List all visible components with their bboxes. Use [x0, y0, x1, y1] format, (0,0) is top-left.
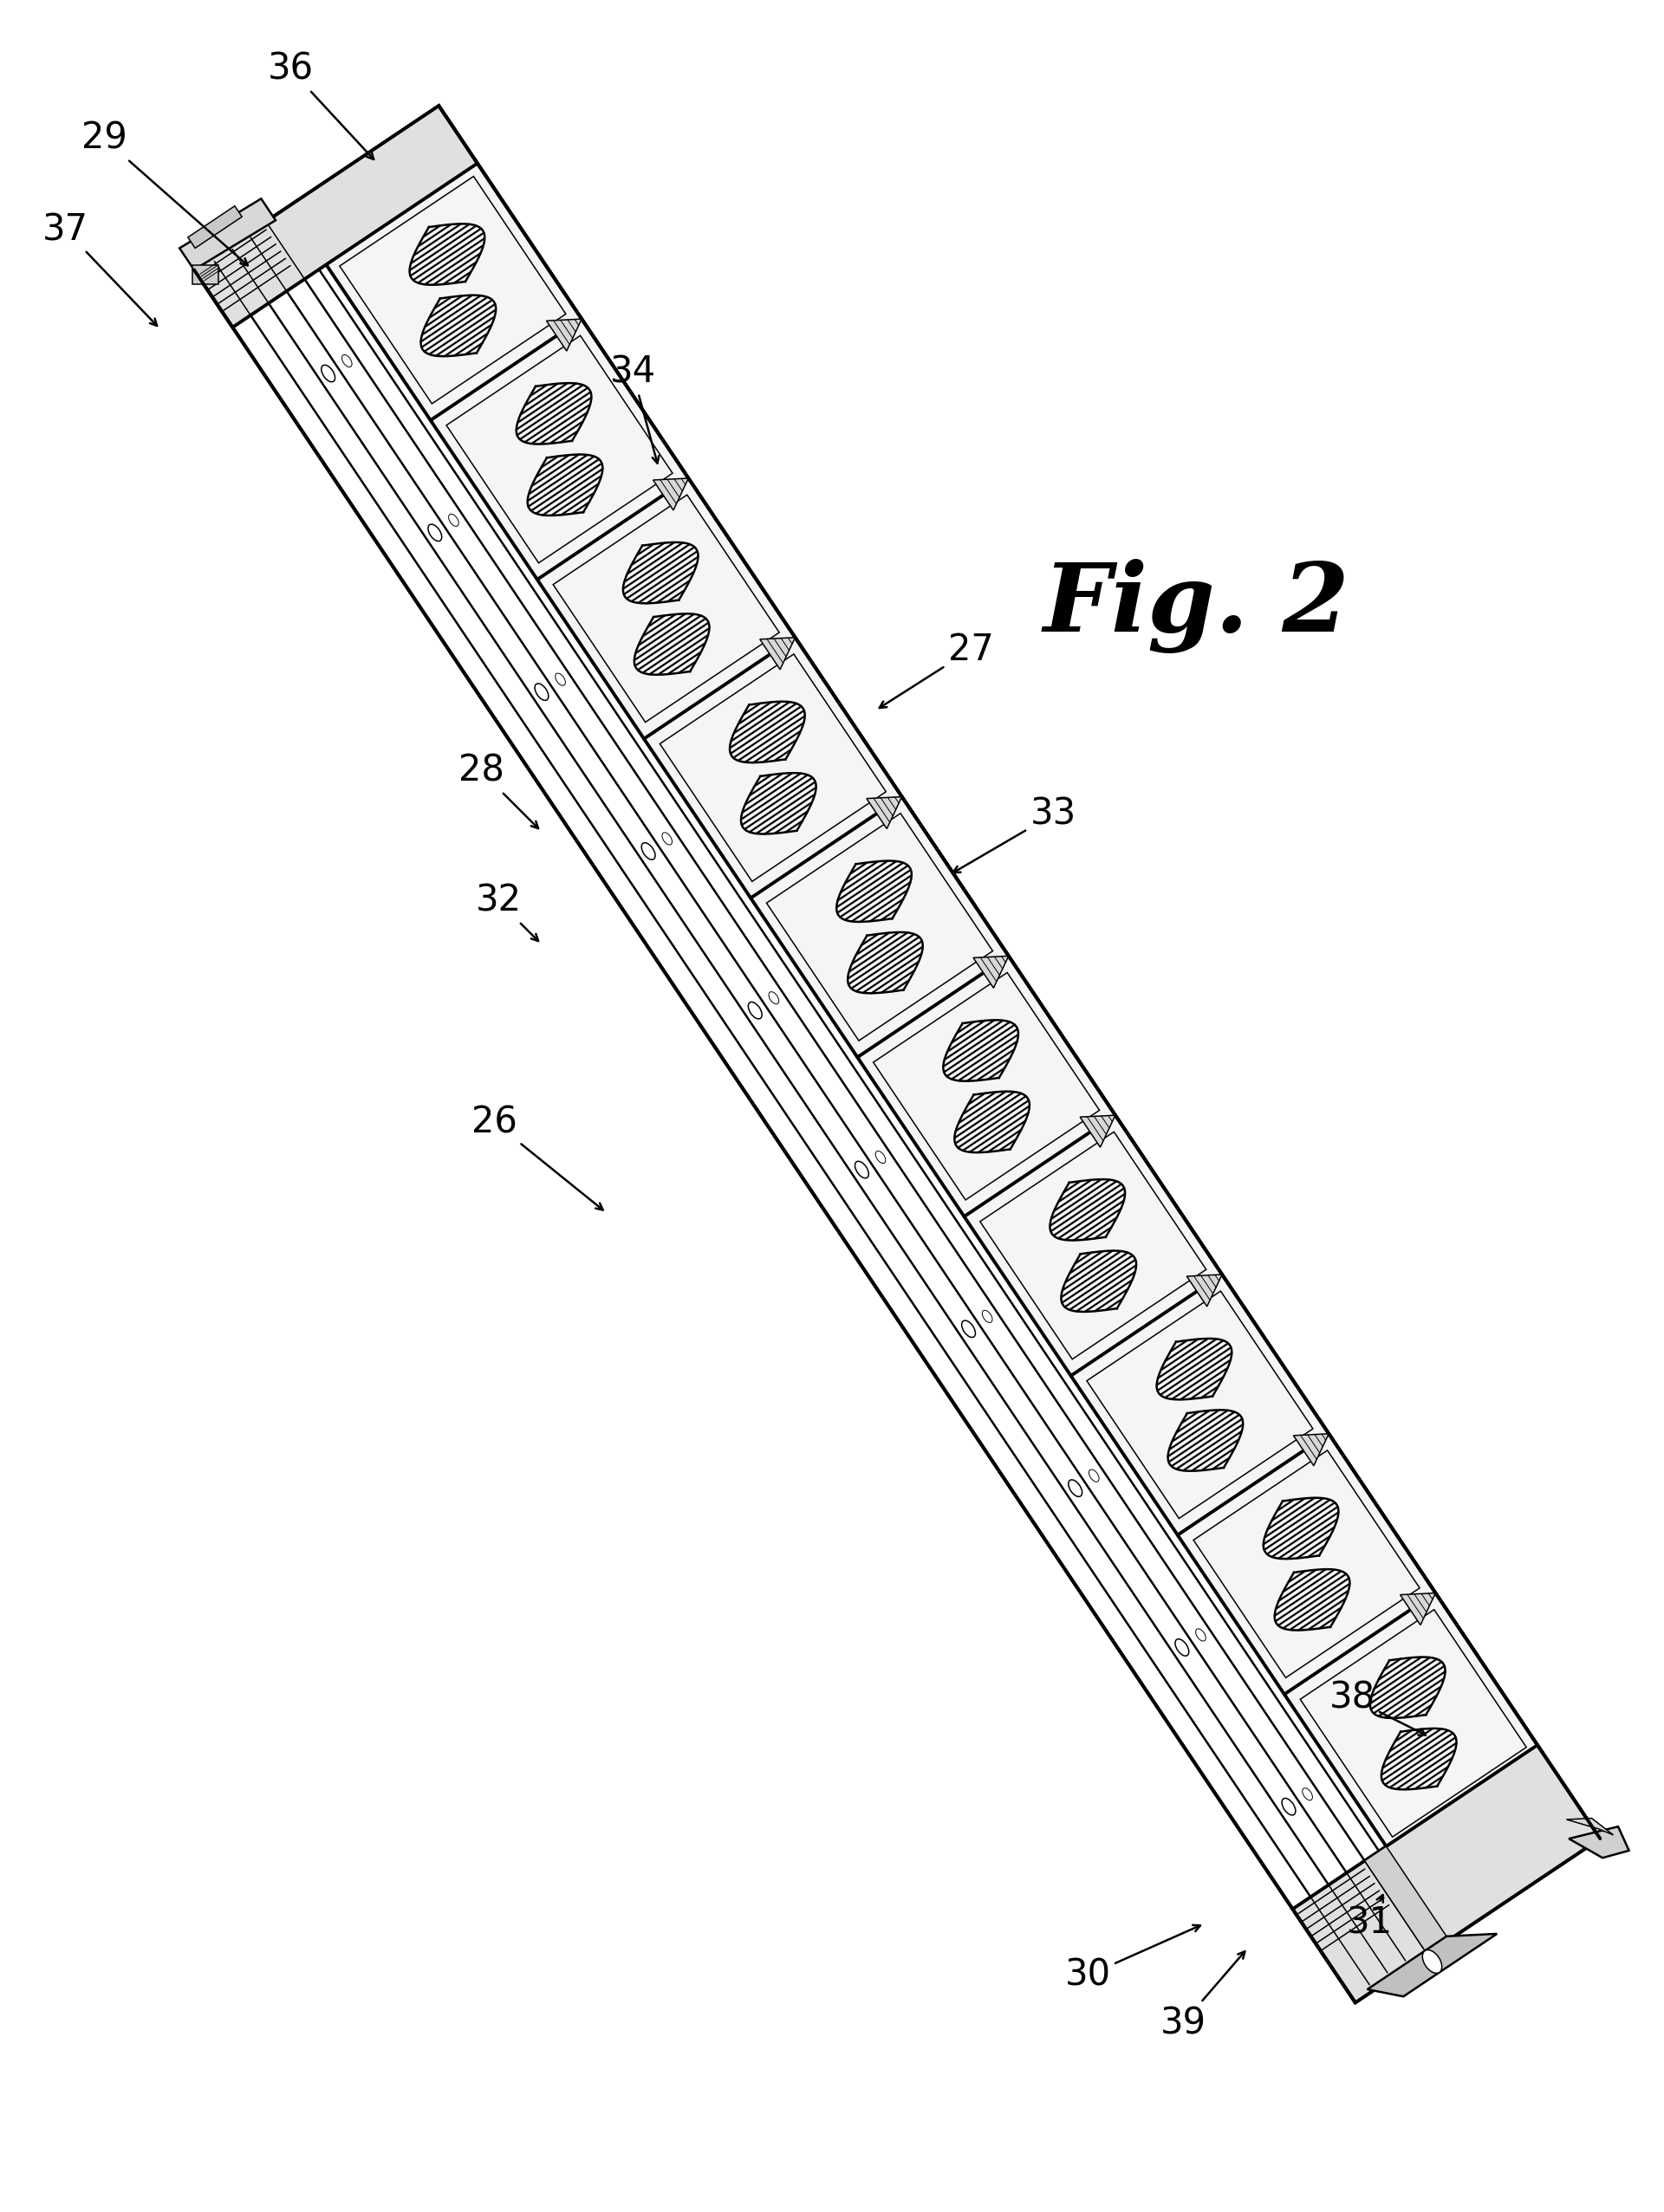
Polygon shape [652, 478, 689, 511]
Ellipse shape [321, 365, 334, 383]
Polygon shape [1566, 1818, 1614, 1836]
Ellipse shape [982, 1310, 992, 1323]
Ellipse shape [1281, 1798, 1296, 1816]
Text: 39: 39 [1160, 1951, 1245, 2042]
Polygon shape [1368, 1933, 1498, 1997]
Polygon shape [195, 106, 478, 327]
Text: 31: 31 [1346, 1896, 1393, 1942]
Polygon shape [1087, 1292, 1313, 1517]
Ellipse shape [449, 513, 459, 526]
Ellipse shape [556, 672, 566, 686]
Ellipse shape [1196, 1628, 1206, 1641]
Ellipse shape [769, 991, 779, 1004]
Polygon shape [1072, 1274, 1330, 1535]
Polygon shape [1285, 1593, 1543, 1854]
Polygon shape [1364, 1847, 1446, 1951]
Text: 28: 28 [458, 752, 537, 827]
Polygon shape [1569, 1827, 1629, 1858]
Polygon shape [1080, 1115, 1115, 1148]
Polygon shape [546, 319, 582, 352]
Ellipse shape [428, 524, 441, 542]
Polygon shape [760, 637, 795, 670]
Text: 26: 26 [471, 1104, 602, 1210]
Polygon shape [973, 956, 1008, 989]
Text: 30: 30 [1065, 1924, 1200, 1993]
Polygon shape [874, 973, 1100, 1199]
Text: 38: 38 [1330, 1679, 1426, 1734]
Polygon shape [1293, 1745, 1601, 2002]
Ellipse shape [534, 684, 549, 701]
Text: 36: 36 [268, 51, 374, 159]
Polygon shape [767, 814, 993, 1040]
Polygon shape [661, 655, 885, 880]
Polygon shape [1300, 1610, 1526, 1836]
Ellipse shape [1175, 1639, 1188, 1657]
Polygon shape [1186, 1274, 1221, 1307]
Ellipse shape [1423, 1951, 1443, 1973]
Polygon shape [195, 106, 1601, 2002]
Text: 32: 32 [476, 883, 537, 940]
FancyBboxPatch shape [193, 265, 218, 283]
Ellipse shape [1088, 1469, 1098, 1482]
Polygon shape [857, 956, 1115, 1217]
Polygon shape [867, 796, 902, 830]
Polygon shape [324, 159, 582, 420]
Polygon shape [980, 1133, 1206, 1358]
Polygon shape [750, 796, 1008, 1057]
Polygon shape [431, 319, 689, 580]
Ellipse shape [642, 843, 656, 860]
Text: 37: 37 [42, 212, 156, 325]
Polygon shape [180, 199, 276, 270]
Text: 33: 33 [953, 796, 1077, 874]
Polygon shape [339, 177, 566, 405]
Ellipse shape [1068, 1480, 1082, 1498]
Polygon shape [1399, 1593, 1436, 1626]
Text: 29: 29 [82, 119, 248, 265]
Polygon shape [552, 495, 779, 721]
Text: 34: 34 [609, 354, 659, 462]
Ellipse shape [1303, 1787, 1313, 1801]
Text: Fig. 2: Fig. 2 [1043, 560, 1350, 655]
Polygon shape [1193, 1451, 1419, 1677]
Text: 27: 27 [879, 633, 993, 708]
Ellipse shape [962, 1321, 975, 1338]
Polygon shape [1293, 1433, 1330, 1467]
Polygon shape [644, 637, 902, 898]
Ellipse shape [341, 354, 353, 367]
Polygon shape [188, 206, 241, 248]
Ellipse shape [855, 1161, 869, 1179]
Polygon shape [537, 478, 795, 739]
Ellipse shape [662, 832, 672, 845]
Polygon shape [1178, 1433, 1436, 1694]
Polygon shape [963, 1115, 1221, 1376]
Polygon shape [446, 336, 672, 562]
Ellipse shape [749, 1002, 762, 1020]
Ellipse shape [875, 1150, 885, 1164]
